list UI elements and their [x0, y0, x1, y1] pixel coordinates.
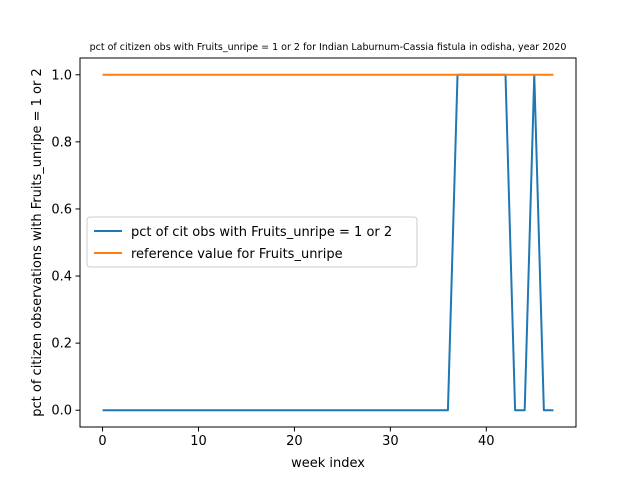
x-axis-label: week index	[291, 456, 365, 471]
y-axis-ticks: 0.0 0.2 0.4 0.6 0.8 1.0	[51, 68, 80, 419]
y-tick-label: 0.4	[51, 270, 72, 285]
x-tick-label: 10	[190, 434, 207, 449]
x-tick-label: 20	[286, 434, 303, 449]
y-tick-label: 0.2	[51, 337, 72, 352]
y-tick-label: 0.6	[51, 202, 72, 217]
plot-area-frame	[79, 57, 577, 428]
series-lines	[102, 73, 554, 412]
x-axis-ticks: 0 10 20 30 40	[98, 427, 495, 449]
legend-box	[86, 216, 418, 268]
legend-label-series-1: reference value for Fruits_unripe	[131, 247, 343, 262]
y-tick-label: 0.0	[51, 404, 72, 419]
legend-label-series-0: pct of cit obs with Fruits_unripe = 1 or…	[131, 225, 392, 240]
x-tick-label: 0	[98, 434, 106, 449]
x-tick-label: 30	[382, 434, 399, 449]
chart-title: pct of citizen obs with Fruits_unripe = …	[90, 42, 567, 53]
legend: pct of cit obs with Fruits_unripe = 1 or…	[86, 216, 418, 268]
y-tick-label: 1.0	[51, 68, 72, 83]
y-tick-label: 0.8	[51, 135, 72, 150]
y-axis-label: pct of citizen observations with Fruits_…	[30, 68, 45, 417]
x-tick-label: 40	[478, 434, 495, 449]
